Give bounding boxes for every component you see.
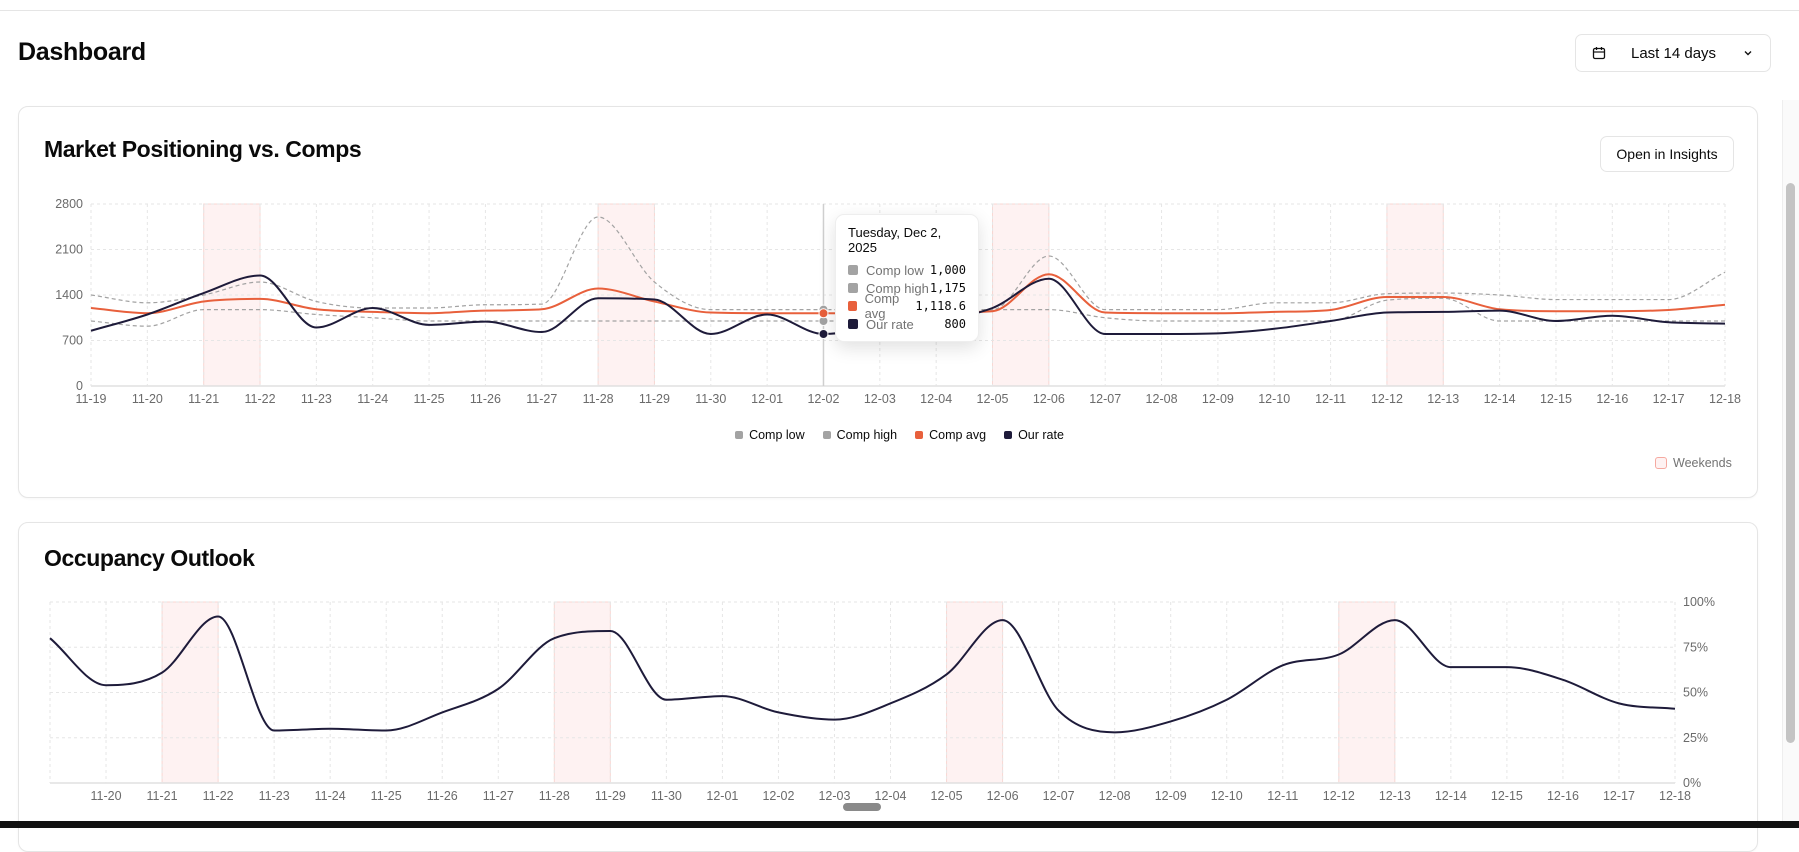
- calendar-icon: [1592, 47, 1606, 60]
- legend-label: Our rate: [1018, 428, 1064, 442]
- top-divider: [0, 10, 1799, 11]
- tooltip-swatch: [848, 301, 857, 311]
- legend-label: Comp avg: [929, 428, 987, 442]
- tooltip-series-name: Comp low: [866, 262, 924, 278]
- tooltip-value: 1,175: [929, 281, 966, 295]
- open-in-insights-button[interactable]: Open in Insights: [1600, 136, 1734, 172]
- legend-label: Comp low: [749, 428, 805, 442]
- tooltip-row-our-rate: Our rate 800: [848, 315, 966, 333]
- tooltip-row-comp-avg: Comp avg 1,118.6: [848, 291, 966, 321]
- legend-swatch: [915, 431, 924, 439]
- chart-legend: Comp low Comp high Comp avg Our rate: [0, 428, 1799, 442]
- page-title: Dashboard: [18, 38, 146, 66]
- weekends-legend: Weekends: [1655, 456, 1732, 470]
- legend-item-our-rate[interactable]: Our rate: [1004, 428, 1064, 442]
- legend-swatch: [822, 431, 831, 439]
- legend-item-comp-avg[interactable]: Comp avg: [915, 428, 986, 442]
- vertical-scrollbar-thumb[interactable]: [1786, 183, 1795, 743]
- tooltip-value: 1,118.6: [915, 299, 966, 313]
- tooltip-row-comp-low: Comp low 1,000: [848, 261, 966, 279]
- tooltip-value: 1,000: [929, 263, 966, 277]
- tooltip-swatch: [848, 265, 858, 275]
- legend-swatch: [735, 431, 744, 439]
- tooltip-series-name: Comp avg: [864, 291, 900, 321]
- weekends-label: Weekends: [1673, 456, 1732, 470]
- tooltip-row-comp-high: Comp high 1,175: [848, 279, 966, 297]
- date-range-label: Last 14 days: [1631, 44, 1717, 62]
- tooltip-value: 800: [944, 317, 966, 331]
- legend-item-comp-high[interactable]: Comp high: [822, 428, 898, 442]
- market-card-title: Market Positioning vs. Comps: [44, 136, 362, 162]
- tooltip-series-name: Comp high: [866, 280, 929, 296]
- occupancy-card-title: Occupancy Outlook: [44, 545, 255, 571]
- tooltip-series-name: Our rate: [866, 316, 914, 332]
- occupancy-outlook-card: [18, 522, 1758, 852]
- tooltip-swatch: [848, 319, 858, 329]
- bottom-edge: [0, 821, 1799, 828]
- legend-label: Comp high: [836, 428, 898, 442]
- tooltip-title: Tuesday, Dec 2, 2025: [848, 225, 942, 255]
- chart-tooltip: Tuesday, Dec 2, 2025 Comp low 1,000 Comp …: [835, 214, 979, 342]
- horizontal-scrollbar-thumb[interactable]: [843, 803, 881, 811]
- weekend-swatch: [1655, 457, 1667, 469]
- chevron-down-icon: [1744, 51, 1752, 56]
- tooltip-swatch: [848, 283, 858, 293]
- date-range-select[interactable]: Last 14 days: [1575, 34, 1771, 72]
- legend-swatch: [1004, 431, 1013, 439]
- legend-item-comp-low[interactable]: Comp low: [735, 428, 805, 442]
